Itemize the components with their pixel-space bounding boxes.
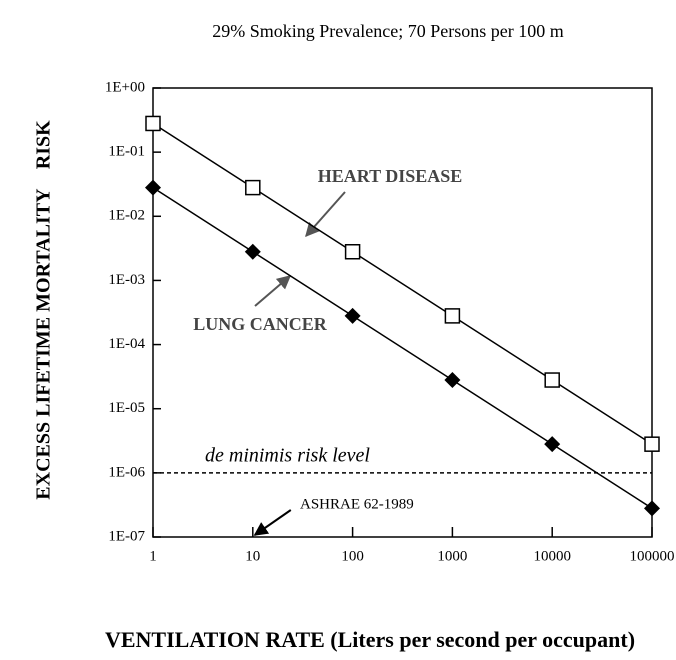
y-tick-label: 1E-03: [108, 272, 145, 288]
series-label: LUNG CANCER: [193, 314, 328, 334]
reference-label: de minimis risk level: [205, 444, 370, 466]
marker: [644, 500, 660, 517]
y-tick-label: 1E-05: [108, 400, 145, 416]
marker: [544, 436, 561, 453]
arrow: [254, 275, 292, 307]
marker: [344, 243, 361, 260]
x-tick-label: 10000: [533, 548, 571, 564]
marker: [244, 243, 261, 260]
marker: [344, 307, 361, 324]
series-line: [152, 122, 653, 445]
series-line: [152, 186, 653, 509]
x-tick-label: 10: [245, 548, 260, 564]
arrow: [305, 191, 346, 238]
x-axis-label: VENTILATION RATE (Liters per second per …: [105, 627, 635, 652]
marker: [245, 179, 261, 196]
marker: [644, 436, 660, 452]
y-tick-label: 1E-02: [108, 208, 145, 224]
marker: [444, 372, 461, 389]
x-tick-label: 1: [149, 548, 157, 564]
y-tick-label: 1E-01: [108, 144, 145, 160]
annotation-arrow: [253, 509, 292, 536]
x-tick-label: 100000: [630, 548, 675, 564]
marker: [145, 179, 161, 196]
marker: [444, 308, 461, 324]
y-tick-label: 1E+00: [105, 79, 145, 95]
y-tick-label: 1E-06: [108, 464, 145, 480]
annotation-label: ASHRAE 62-1989: [300, 496, 414, 512]
marker: [145, 115, 161, 132]
series-label: HEART DISEASE: [318, 166, 463, 186]
x-tick-label: 100: [341, 548, 364, 564]
x-tick-label: 1000: [437, 548, 467, 564]
marker: [544, 372, 560, 388]
chart-title: 29% Smoking Prevalence; 70 Persons per 1…: [212, 21, 563, 41]
y-axis-label: EXCESS LIFETIME MORTALITY RISK: [33, 120, 55, 500]
y-tick-label: 1E-04: [108, 336, 145, 352]
plot-frame: [152, 87, 653, 538]
y-tick-label: 1E-07: [108, 528, 145, 544]
